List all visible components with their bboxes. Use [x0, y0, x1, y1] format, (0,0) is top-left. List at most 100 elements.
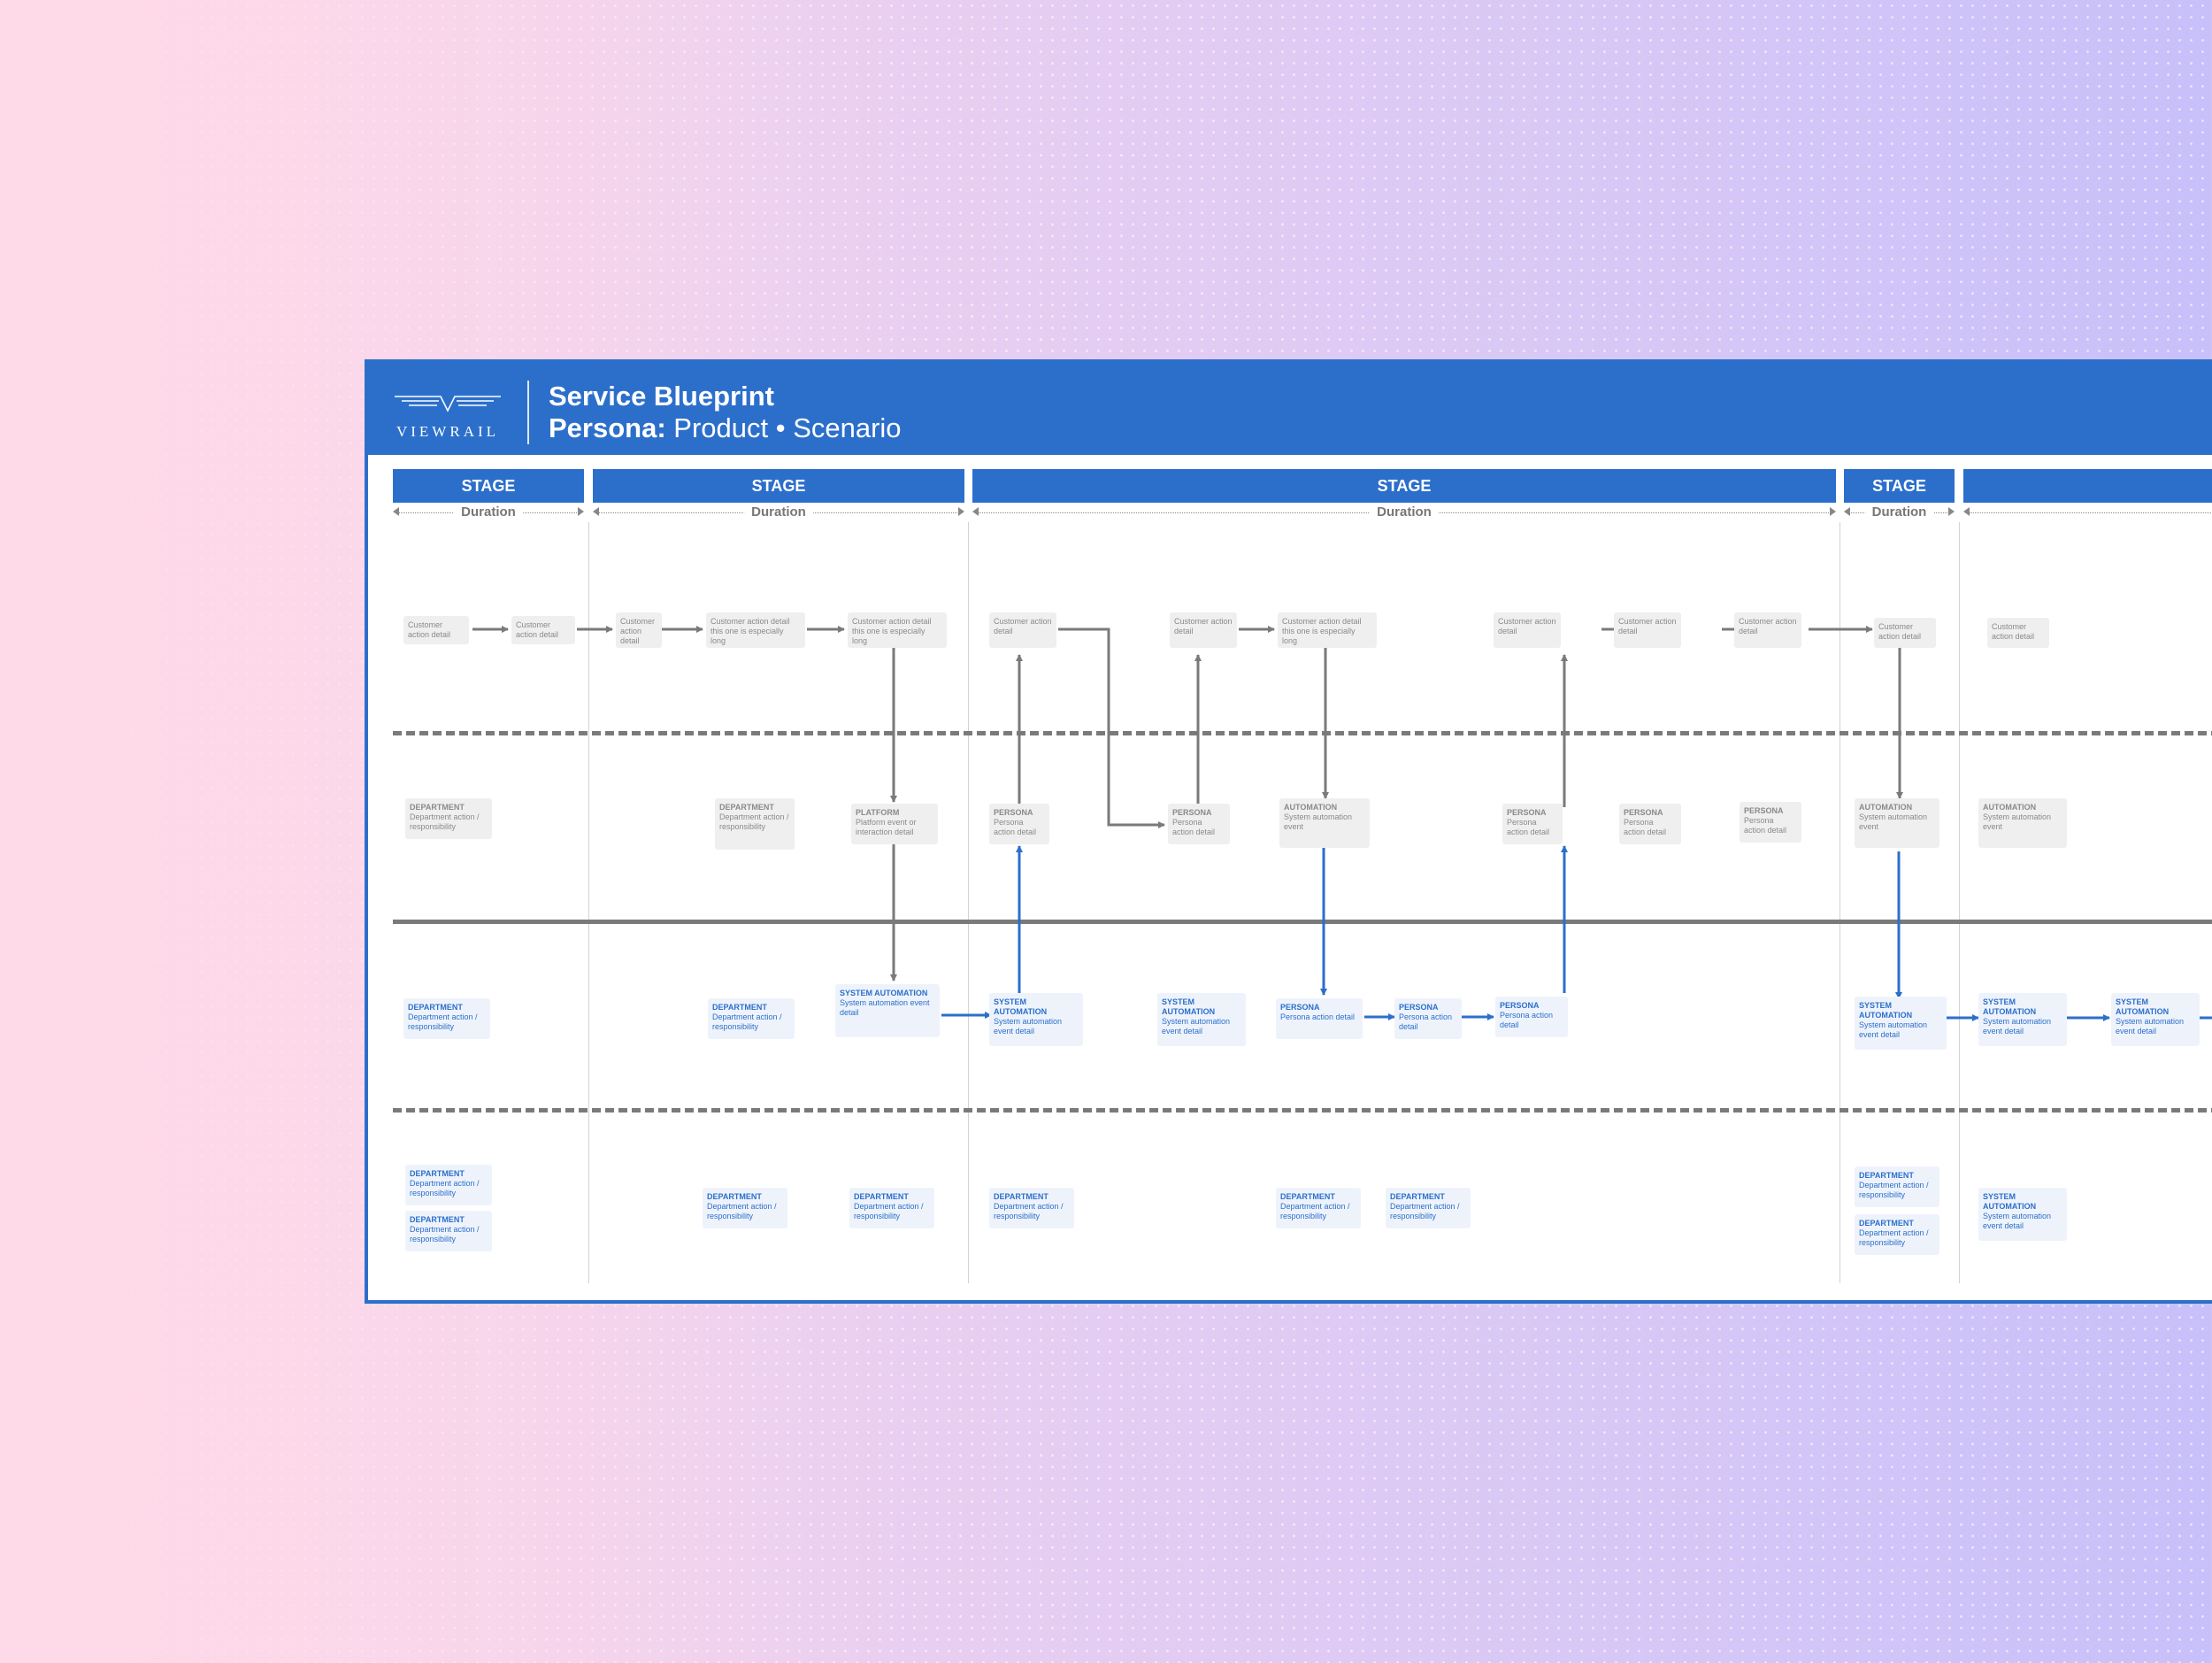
- backstage-card: DEPARTMENT Department action / responsibi…: [708, 998, 795, 1039]
- card-heading: DEPARTMENT: [719, 803, 774, 812]
- card-heading: AUTOMATION: [1983, 803, 2037, 812]
- blueprint-header: VIEWRAIL Service Blueprint Persona: Prod…: [368, 363, 2212, 455]
- card-body: Persona action detail: [1172, 818, 1216, 836]
- card-body: Department action / responsibility: [994, 1202, 1064, 1220]
- card-body: Department action / responsibility: [408, 1012, 478, 1031]
- backstage-card: PERSONA Persona action detail: [1276, 998, 1363, 1039]
- page-title: Service Blueprint: [549, 381, 774, 412]
- card-heading: PERSONA: [1280, 1003, 1320, 1012]
- card-body: System automation event: [1859, 812, 1928, 831]
- service-blueprint-board: VIEWRAIL Service Blueprint Persona: Prod…: [365, 359, 2212, 1304]
- card-heading: DEPARTMENT: [410, 1169, 465, 1178]
- card-body: Department action / responsibility: [1859, 1228, 1929, 1247]
- backstage-card: SYSTEM AUTOMATION System automation event…: [989, 993, 1083, 1046]
- customer-action-card: Customer action detail: [511, 616, 575, 644]
- customer-action-card: Customer action detail: [1987, 618, 2049, 648]
- card-heading: PERSONA: [1624, 808, 1663, 817]
- card-body: System automation event detail: [1983, 1017, 2052, 1036]
- card-body: Persona action detail: [1399, 1012, 1453, 1031]
- support-card: DEPARTMENT Department action / responsibi…: [1855, 1166, 1939, 1207]
- card-body: Customer action detail this one is espec…: [710, 617, 790, 645]
- stage-separator: [1959, 522, 1960, 1283]
- card-heading: DEPARTMENT: [1859, 1219, 1914, 1228]
- card-heading: AUTOMATION: [1284, 803, 1338, 812]
- support-card: DEPARTMENT Department action / responsibi…: [1386, 1188, 1471, 1228]
- card-body: System automation event detail: [840, 998, 930, 1017]
- stage-separator: [588, 522, 589, 1283]
- duration-indicator: Duration: [972, 504, 1836, 522]
- card-heading: PLATFORM: [856, 808, 900, 817]
- card-body: Persona action detail: [994, 818, 1037, 836]
- backstage-card: PERSONA Persona action detail: [1394, 998, 1462, 1039]
- card-body: System automation event detail: [1162, 1017, 1231, 1036]
- card-body: Department action / responsibility: [707, 1202, 777, 1220]
- support-card: SYSTEM AUTOMATION System automation event…: [1978, 1188, 2067, 1241]
- customer-action-card: Customer action detail: [989, 612, 1056, 648]
- card-heading: DEPARTMENT: [408, 1003, 463, 1012]
- support-card: DEPARTMENT Department action / responsibi…: [849, 1188, 934, 1228]
- frontstage-card: AUTOMATION System automation event: [1978, 798, 2067, 848]
- header-divider: [527, 381, 529, 444]
- wings-icon: [395, 396, 501, 412]
- card-heading: DEPARTMENT: [854, 1192, 909, 1201]
- card-body: Customer action detail: [1618, 617, 1677, 635]
- customer-action-card: Customer action detail this one is espec…: [1278, 612, 1377, 648]
- card-heading: PERSONA: [1399, 1003, 1439, 1012]
- duration-label: Duration: [1864, 504, 1934, 520]
- backstage-card: SYSTEM AUTOMATION System automation event…: [1978, 993, 2067, 1046]
- duration-indicator: Duration: [1844, 504, 1955, 522]
- frontstage-card: DEPARTMENT Department action / responsibi…: [715, 798, 795, 850]
- card-body: Department action / responsibility: [712, 1012, 782, 1031]
- subtitle-bold: Persona:: [549, 412, 666, 443]
- card-body: Persona action detail: [1744, 816, 1787, 835]
- card-body: Customer action detail: [1739, 617, 1797, 635]
- customer-action-card: Customer action detail: [1874, 618, 1936, 648]
- frontstage-card: DEPARTMENT Department action / responsibi…: [405, 798, 492, 839]
- customer-action-card: Customer action detail: [1734, 612, 1801, 648]
- frontstage-card: AUTOMATION System automation event: [1279, 798, 1370, 848]
- card-heading: SYSTEM AUTOMATION: [1983, 997, 2037, 1016]
- stage-header: STAGE: [393, 469, 584, 503]
- line-of-visibility: [393, 920, 2212, 924]
- card-body: Department action / responsibility: [854, 1202, 924, 1220]
- support-card: DEPARTMENT Department action / responsibi…: [703, 1188, 787, 1228]
- card-body: Customer action detail: [516, 620, 559, 639]
- frontstage-card: PERSONA Persona action detail: [1502, 804, 1563, 844]
- duration-label: Duration: [1370, 504, 1439, 520]
- card-body: Department action / responsibility: [410, 812, 480, 831]
- card-heading: SYSTEM AUTOMATION: [1162, 997, 1216, 1016]
- card-body: Persona action detail: [1624, 818, 1667, 836]
- flow-arrows: [472, 626, 2212, 1021]
- card-body: Customer action detail: [1498, 617, 1556, 635]
- card-heading: DEPARTMENT: [994, 1192, 1048, 1201]
- support-card: DEPARTMENT Department action / responsibi…: [1855, 1214, 1939, 1255]
- support-card: DEPARTMENT Department action / responsibi…: [1276, 1188, 1361, 1228]
- customer-action-card: Customer action detail this one is espec…: [848, 612, 947, 648]
- card-body: System automation event detail: [994, 1017, 1063, 1036]
- card-heading: PERSONA: [994, 808, 1033, 817]
- backstage-card: SYSTEM AUTOMATION System automation event…: [2111, 993, 2200, 1046]
- backstage-card: DEPARTMENT Department action / responsibi…: [403, 998, 490, 1039]
- frontstage-card: PERSONA Persona action detail: [1168, 804, 1230, 844]
- card-heading: SYSTEM AUTOMATION: [994, 997, 1048, 1016]
- backstage-card: SYSTEM AUTOMATION System automation event…: [1157, 993, 1246, 1046]
- customer-action-card: Customer action detail: [616, 612, 662, 648]
- card-body: Customer action detail this one is espec…: [1282, 617, 1362, 645]
- card-body: System automation event: [1983, 812, 2052, 831]
- customer-action-card: Customer action detail: [403, 616, 469, 644]
- duration-label: Duration: [454, 504, 523, 520]
- card-heading: DEPARTMENT: [712, 1003, 767, 1012]
- card-body: Platform event or interaction detail: [856, 818, 917, 836]
- card-body: Department action / responsibility: [1859, 1181, 1929, 1199]
- card-body: Department action / responsibility: [410, 1179, 480, 1197]
- card-heading: SYSTEM AUTOMATION: [1983, 1192, 2037, 1211]
- card-body: System automation event detail: [2116, 1017, 2185, 1036]
- stage-header: STAGE: [1844, 469, 1955, 503]
- customer-action-card: Customer action detail: [1170, 612, 1237, 648]
- card-heading: PERSONA: [1507, 808, 1547, 817]
- frontstage-card: AUTOMATION System automation event: [1855, 798, 1939, 848]
- frontstage-card: PERSONA Persona action detail: [1740, 802, 1801, 843]
- card-heading: SYSTEM AUTOMATION: [840, 989, 928, 997]
- frontstage-card: PLATFORM Platform event or interaction de…: [851, 804, 938, 844]
- card-body: Customer action detail: [620, 617, 656, 645]
